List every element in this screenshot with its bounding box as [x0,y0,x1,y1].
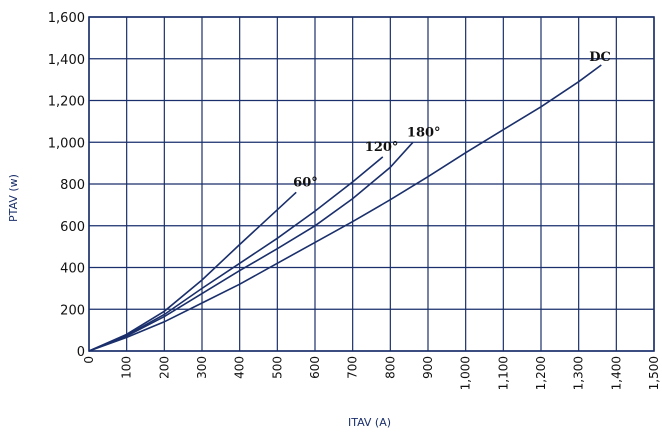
x-tick-label: 1,100 [496,356,510,390]
x-tick-label: 0 [82,356,96,364]
series-line [88,64,602,352]
y-tick-label: 1,200 [48,95,85,110]
y-tick-label: 600 [60,220,85,235]
grid [88,16,655,352]
x-tick-label: 100 [120,356,134,379]
plot-frame [88,16,655,352]
x-tick-labels: 0 100 200 300 400 500 600 700 800 900 1,000 1,100 1,… [82,356,661,390]
series-line [88,156,384,352]
x-tick-label: 1,200 [534,356,548,390]
series-label: 60° [293,175,318,190]
series-label: 180° [407,125,441,140]
x-tick-label: 1,400 [609,356,623,390]
x-axis-title: ITAV (A) [348,416,391,429]
x-tick-label: 200 [157,356,171,379]
y-tick-label: 200 [60,303,85,318]
series-lines [88,64,602,352]
y-tick-label: 1,000 [48,136,85,151]
y-tick-label: 0 [77,345,85,360]
x-tick-label: 300 [195,356,209,379]
x-tick-label: 1,300 [572,356,586,390]
x-tick-label: 400 [233,356,247,379]
y-tick-labels: 0 200 400 600 800 1,000 1,200 1,400 1,600 [48,11,85,360]
x-tick-label: 900 [421,356,435,379]
series-line [88,141,414,352]
y-tick-label: 1,600 [48,11,85,26]
x-tick-label: 1,000 [459,356,473,390]
y-tick-label: 400 [60,262,85,277]
x-tick-label: 600 [308,356,322,379]
y-tick-label: 800 [60,178,85,193]
series-label: 120° [365,140,399,155]
x-tick-label: 1,500 [647,356,661,390]
y-axis-title: PTAV (w) [7,174,20,222]
y-tick-label: 1,400 [48,53,85,68]
series-line [88,191,297,352]
x-tick-label: 800 [383,356,397,379]
x-tick-label: 500 [270,356,284,379]
series-label: DC [589,50,611,65]
x-tick-label: 700 [346,356,360,379]
series-labels: 60° 120° 180° DC [293,50,611,190]
